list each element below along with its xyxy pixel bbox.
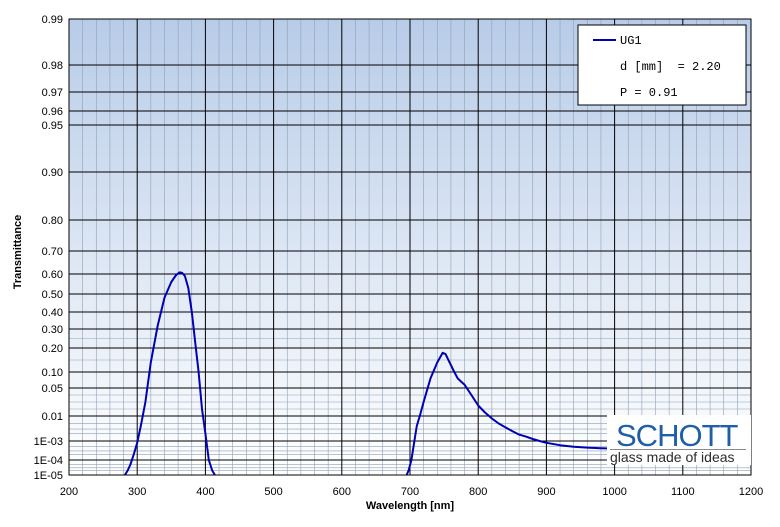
x-tick-label: 900 [537,486,555,498]
x-tick-label: 800 [469,486,487,498]
y-tick-label: 0.98 [42,60,63,72]
y-tick-label: 1E-04 [34,455,63,467]
legend-series-name: UG1 [620,34,642,48]
legend-p-value: P = 0.91 [620,86,678,100]
logo-background [607,415,751,465]
y-tick-label: 0.97 [42,87,63,99]
legend-box [577,24,747,106]
y-tick-label: 0.70 [42,246,63,258]
legend-thickness: d [mm] = 2.20 [620,60,721,74]
logo-tagline: glass made of ideas [610,449,735,465]
y-axis-title: Transmittance [12,215,24,290]
y-tick-label: 0.50 [42,289,63,301]
x-tick-label: 700 [401,486,419,498]
x-tick-label: 1200 [739,486,763,498]
y-tick-labels: 1E-05 1E-04 1E-03 0.01 0.05 0.10 0.20 0.30 0.40 0… [34,14,63,482]
x-tick-label: 1000 [602,486,626,498]
x-axis-title: Wavelength [nm] [366,500,455,512]
y-tick-label: 0.95 [42,120,63,132]
y-tick-label: 0.01 [42,411,63,423]
grid [68,18,752,476]
y-tick-label: 0.05 [42,383,63,395]
series-line-ug1 [124,271,216,476]
y-tick-label: 0.96 [42,106,63,118]
y-tick-label: 0.99 [42,14,63,26]
y-tick-label: 0.20 [42,343,63,355]
plot-border [68,18,752,476]
x-tick-label: 400 [196,486,214,498]
x-tick-labels: 200 300 400 500 600 700 800 900 1000 1100 1200 [60,486,763,498]
legend: UG1 d [mm] = 2.20 P = 0.91 [577,24,747,106]
schott-logo: SCHOTT glass made of ideas [607,415,751,465]
x-tick-label: 200 [60,486,78,498]
x-tick-label: 300 [128,486,146,498]
logo-brand: SCHOTT [616,418,739,453]
y-tick-label: 1E-05 [34,470,63,482]
x-tick-label: 1100 [671,486,695,498]
y-tick-label: 0.90 [42,167,63,179]
x-tick-label: 500 [264,486,282,498]
y-tick-label: 0.60 [42,269,63,281]
x-tick-label: 600 [333,486,351,498]
y-tick-label: 0.80 [42,215,63,227]
logo-underline [610,449,746,450]
y-tick-label: 0.10 [42,367,63,379]
y-tick-label: 0.40 [42,307,63,319]
y-tick-label: 0.30 [42,324,63,336]
y-tick-label: 1E-03 [34,436,63,448]
